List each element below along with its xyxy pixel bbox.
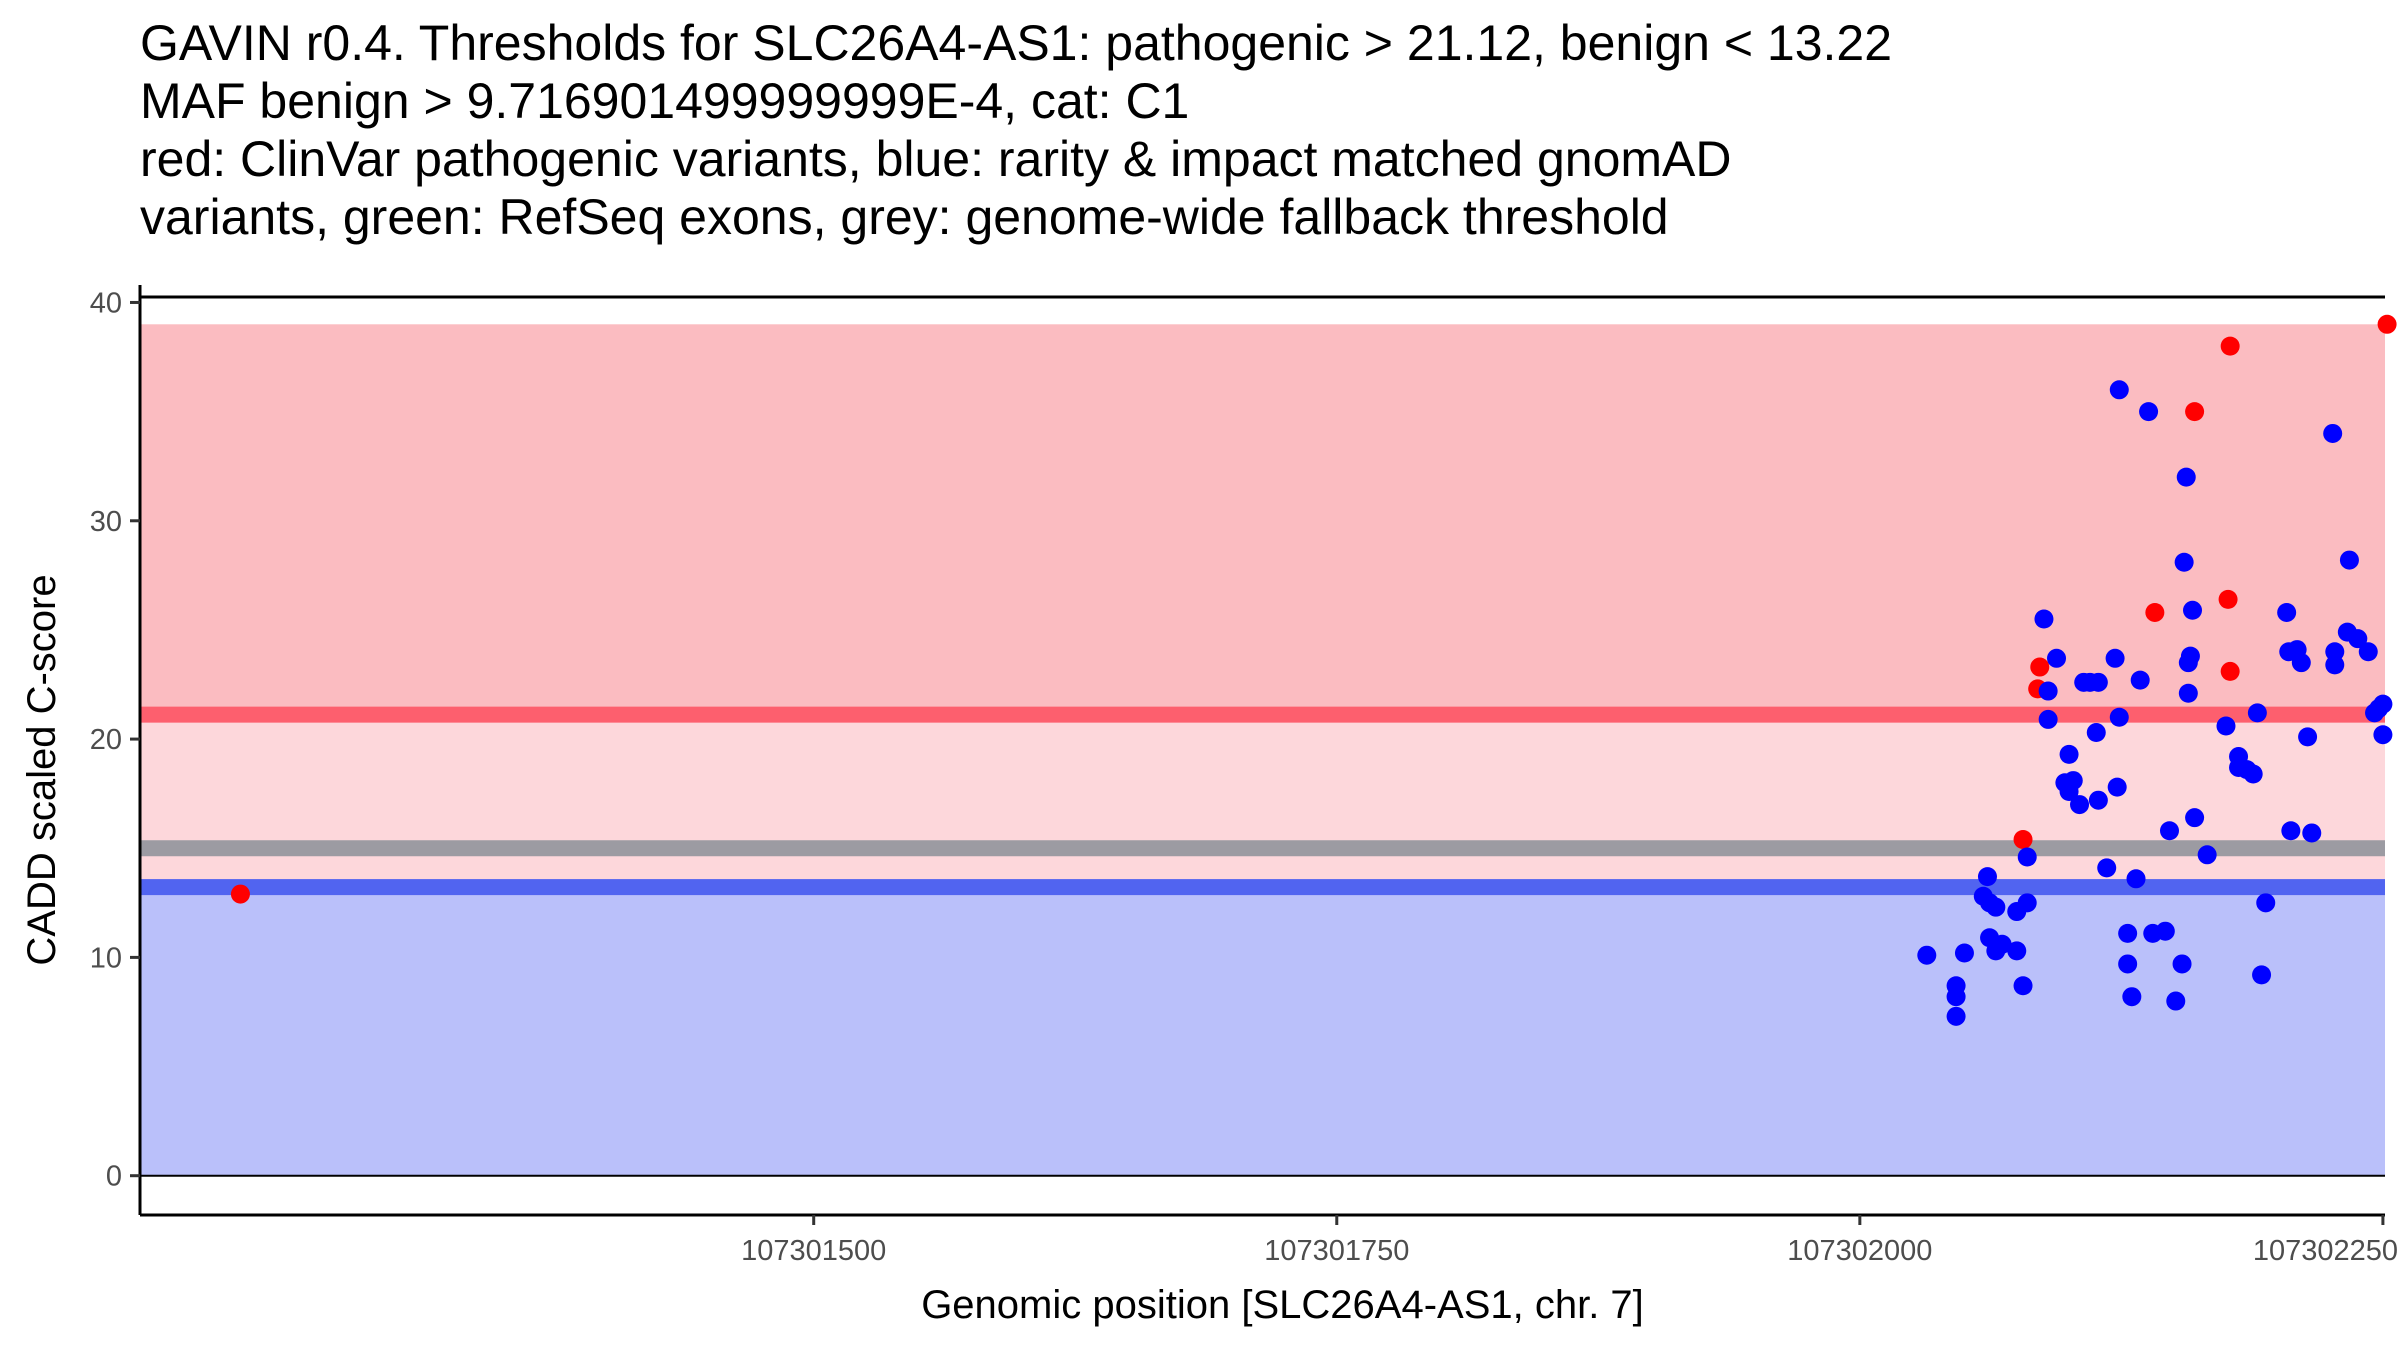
point-s1-0	[1917, 945, 1937, 965]
point-s1-48	[2174, 552, 2194, 572]
point-s1-34	[2109, 707, 2129, 727]
point-s1-6	[1977, 867, 1997, 887]
point-s0-0	[230, 884, 250, 904]
point-s0-7	[2218, 589, 2238, 609]
point-s0-3	[2030, 657, 2050, 677]
point-s1-71	[2325, 642, 2345, 662]
point-s1-33	[2107, 777, 2127, 797]
point-s1-75	[2348, 629, 2368, 649]
point-s1-11	[1992, 934, 2012, 954]
x-axis-title: Genomic position [SLC26A4-AS1, chr. 7]	[921, 1283, 1644, 1327]
point-s1-3	[1946, 1006, 1966, 1026]
point-s1-52	[2183, 600, 2203, 620]
point-s1-63	[2277, 602, 2297, 622]
point-s0-8	[2220, 661, 2240, 681]
y-tick-label-1: 10	[90, 942, 122, 974]
threshold-line-0	[140, 706, 2385, 723]
point-s1-54	[2197, 845, 2217, 865]
point-s1-35	[2109, 380, 2129, 400]
point-s1-53	[2185, 808, 2205, 828]
band-2	[140, 887, 2385, 1176]
x-tick-label-0: 107301500	[741, 1235, 886, 1267]
point-s1-44	[2159, 821, 2179, 841]
point-s1-29	[2088, 672, 2108, 692]
point-s1-67	[2291, 653, 2311, 673]
title-line-1: GAVIN r0.4. Thresholds for SLC26A4-AS1: …	[140, 15, 1893, 71]
y-tick-label-2: 20	[90, 724, 122, 756]
point-s1-28	[2086, 723, 2106, 743]
point-s1-40	[2130, 670, 2150, 690]
point-s1-41	[2139, 402, 2159, 422]
band-1	[140, 714, 2385, 888]
point-s1-22	[2059, 744, 2079, 764]
point-s1-18	[2038, 681, 2058, 701]
point-s1-65	[2281, 821, 2301, 841]
point-s1-37	[2118, 954, 2138, 974]
title-line-2: MAF benign > 9.716901499999999E-4, cat: …	[140, 73, 1190, 129]
chart-title: GAVIN r0.4. Thresholds for SLC26A4-AS1: …	[140, 14, 2380, 246]
point-s1-9	[1986, 897, 2006, 917]
x-tick-label-1: 107301750	[1264, 1235, 1409, 1267]
point-s1-76	[2358, 642, 2378, 662]
data-points	[230, 314, 2397, 1026]
point-s0-6	[2220, 336, 2240, 356]
point-s1-39	[2126, 869, 2146, 889]
point-s1-15	[2017, 893, 2037, 913]
x-tick-label-2: 107302000	[1787, 1235, 1932, 1267]
point-s1-47	[2176, 467, 2196, 487]
point-s1-61	[2252, 965, 2272, 985]
point-s1-19	[2038, 709, 2058, 729]
point-s1-17	[2034, 609, 2054, 629]
y-tick-label-3: 30	[90, 506, 122, 538]
axes: 0 10 20 30 40 107301500 107301750 107302000 1073…	[90, 285, 2398, 1267]
point-s1-55	[2216, 716, 2236, 736]
point-s1-31	[2097, 858, 2117, 878]
point-s1-51	[2180, 646, 2200, 666]
point-s0-1	[2013, 830, 2033, 850]
threshold-lines	[140, 706, 2385, 896]
point-s1-36	[2118, 923, 2138, 943]
point-s1-74	[2339, 550, 2359, 570]
point-s1-38	[2122, 987, 2142, 1007]
point-s1-79	[2373, 694, 2393, 714]
point-s1-60	[2247, 703, 2267, 723]
point-s1-12	[2007, 941, 2027, 961]
point-s1-32	[2105, 648, 2125, 668]
point-s1-4	[1954, 943, 1974, 963]
point-s1-70	[2323, 423, 2343, 443]
point-s1-68	[2298, 727, 2318, 747]
threshold-line-1	[140, 840, 2385, 857]
point-s0-4	[2145, 602, 2165, 622]
point-s0-5	[2185, 402, 2205, 422]
point-s0-9	[2377, 314, 2397, 334]
point-s1-80	[2373, 725, 2393, 745]
point-s1-59	[2243, 764, 2263, 784]
point-s1-24	[2063, 771, 2083, 791]
point-s1-16	[2017, 847, 2037, 867]
point-s1-2	[1946, 987, 1966, 1007]
title-line-3: red: ClinVar pathogenic variants, blue: …	[140, 131, 1732, 187]
y-axis-title: CADD scaled C-score	[20, 574, 64, 965]
title-line-4: variants, green: RefSeq exons, grey: gen…	[140, 189, 1669, 245]
point-s1-25	[2070, 795, 2090, 815]
y-tick-label-4: 40	[90, 287, 122, 319]
band-0	[140, 324, 2385, 715]
point-s1-50	[2178, 683, 2198, 703]
y-tick-label-0: 0	[106, 1161, 122, 1193]
point-s1-62	[2256, 893, 2276, 913]
point-s1-43	[2155, 921, 2175, 941]
point-s1-46	[2172, 954, 2192, 974]
point-s1-69	[2302, 823, 2322, 843]
point-s1-72	[2325, 655, 2345, 675]
point-s1-14	[2013, 976, 2033, 996]
x-tick-label-3: 107302250	[2253, 1235, 2398, 1267]
threshold-bands	[140, 324, 2385, 1176]
point-s1-30	[2088, 790, 2108, 810]
point-s1-45	[2166, 991, 2186, 1011]
threshold-line-2	[140, 879, 2385, 896]
point-s1-20	[2047, 648, 2067, 668]
